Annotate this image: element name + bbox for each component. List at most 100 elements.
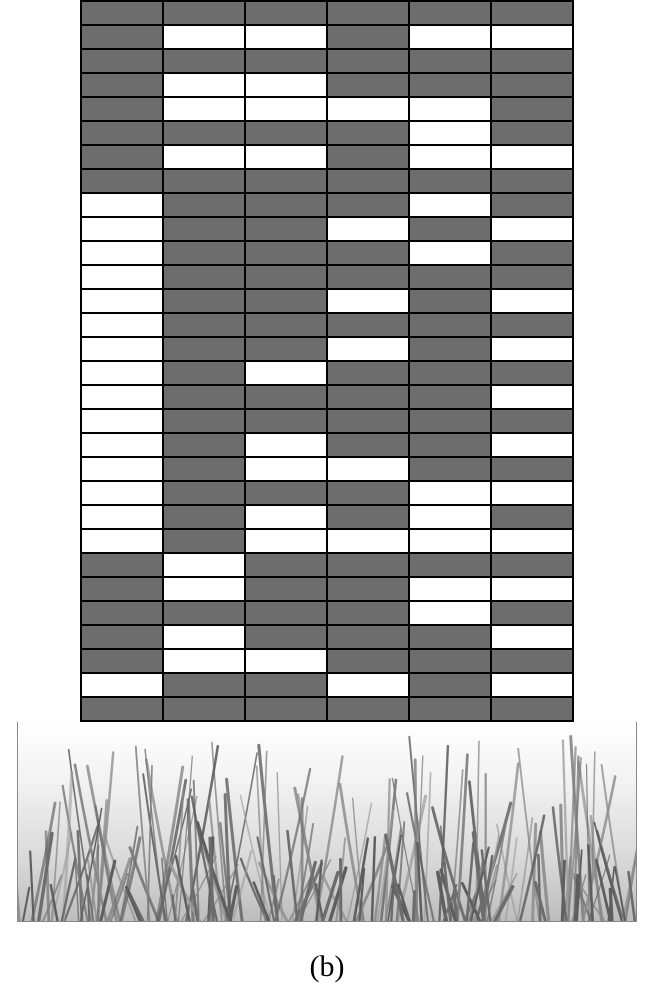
grid-cell xyxy=(491,409,573,433)
grid-cell xyxy=(409,529,491,553)
grid-cell xyxy=(81,145,163,169)
grass-blade xyxy=(288,831,298,921)
grid-cell xyxy=(409,577,491,601)
grid-cell xyxy=(81,625,163,649)
grid-cell xyxy=(245,505,327,529)
grid-cell xyxy=(327,529,409,553)
grid-cell xyxy=(245,409,327,433)
grid-cell xyxy=(491,265,573,289)
grid-cell xyxy=(491,553,573,577)
grid-cell xyxy=(81,433,163,457)
grid-cell xyxy=(81,25,163,49)
grid-cell xyxy=(491,457,573,481)
grid-cell xyxy=(491,577,573,601)
grid-cell xyxy=(163,241,245,265)
grid-row xyxy=(81,49,573,73)
grid-cell xyxy=(491,361,573,385)
grid-cell xyxy=(81,529,163,553)
grid-row xyxy=(81,433,573,457)
grid-cell xyxy=(491,97,573,121)
grid-cell xyxy=(491,601,573,625)
grid-cell xyxy=(245,673,327,697)
grid-cell xyxy=(245,265,327,289)
grid-cell xyxy=(245,481,327,505)
grid-cell xyxy=(81,601,163,625)
grid-cell xyxy=(327,145,409,169)
grid-cell xyxy=(163,433,245,457)
grid-cell xyxy=(163,553,245,577)
grid-cell xyxy=(327,97,409,121)
grid-cell xyxy=(163,697,245,721)
grid-cell xyxy=(245,361,327,385)
grid-cell xyxy=(245,25,327,49)
grid-cell xyxy=(163,337,245,361)
grid-row xyxy=(81,553,573,577)
grid-cell xyxy=(327,193,409,217)
grid-cell xyxy=(245,289,327,313)
grid-cell xyxy=(491,529,573,553)
grid-cell xyxy=(245,433,327,457)
grid-cell xyxy=(163,577,245,601)
grid-cell xyxy=(327,601,409,625)
grid-cell xyxy=(81,409,163,433)
grid-cell xyxy=(163,409,245,433)
grid-cell xyxy=(163,601,245,625)
grid-row xyxy=(81,145,573,169)
grid-cell xyxy=(81,457,163,481)
grid-cell xyxy=(81,289,163,313)
grid-cell xyxy=(163,49,245,73)
grid-cell xyxy=(327,409,409,433)
grid-cell xyxy=(409,433,491,457)
grid-cell xyxy=(327,313,409,337)
grid-cell xyxy=(163,457,245,481)
grid-row xyxy=(81,649,573,673)
grid-row xyxy=(81,505,573,529)
grid-cell xyxy=(327,457,409,481)
grid-cell xyxy=(327,649,409,673)
grid-cell xyxy=(409,649,491,673)
grass-blade xyxy=(413,892,414,921)
grid-cell xyxy=(81,169,163,193)
grass-blade xyxy=(636,832,637,921)
grid-cell xyxy=(81,697,163,721)
grid-cell xyxy=(245,553,327,577)
grid-cell xyxy=(163,25,245,49)
grid-cell xyxy=(409,49,491,73)
grid-cell xyxy=(327,25,409,49)
grid-cell xyxy=(491,649,573,673)
grid-cell xyxy=(163,193,245,217)
grid-row xyxy=(81,457,573,481)
grid-cell xyxy=(491,337,573,361)
grid-row xyxy=(81,193,573,217)
grid-cell xyxy=(491,313,573,337)
grid-cell xyxy=(491,385,573,409)
grid-cell xyxy=(245,73,327,97)
grid-cell xyxy=(163,673,245,697)
grid-row xyxy=(81,241,573,265)
grid-cell xyxy=(327,289,409,313)
grid-cell xyxy=(409,673,491,697)
grid-cell xyxy=(409,169,491,193)
grid-cell xyxy=(245,529,327,553)
grid-cell xyxy=(327,505,409,529)
grid-cell xyxy=(327,241,409,265)
grid-cell xyxy=(245,697,327,721)
grid-cell xyxy=(491,145,573,169)
grid-cell xyxy=(245,97,327,121)
grid-row xyxy=(81,313,573,337)
grid-cell xyxy=(81,193,163,217)
grid-cell xyxy=(327,673,409,697)
grid-cell xyxy=(81,673,163,697)
grid-row xyxy=(81,337,573,361)
grid-cell xyxy=(245,649,327,673)
grid-cell xyxy=(327,121,409,145)
grid-cell xyxy=(409,25,491,49)
grid-cell xyxy=(81,97,163,121)
grid-cell xyxy=(327,169,409,193)
grid-cell xyxy=(409,289,491,313)
grid-cell xyxy=(81,649,163,673)
grid-cell xyxy=(163,625,245,649)
grid-cell xyxy=(81,481,163,505)
grid-row xyxy=(81,217,573,241)
grid-row xyxy=(81,265,573,289)
